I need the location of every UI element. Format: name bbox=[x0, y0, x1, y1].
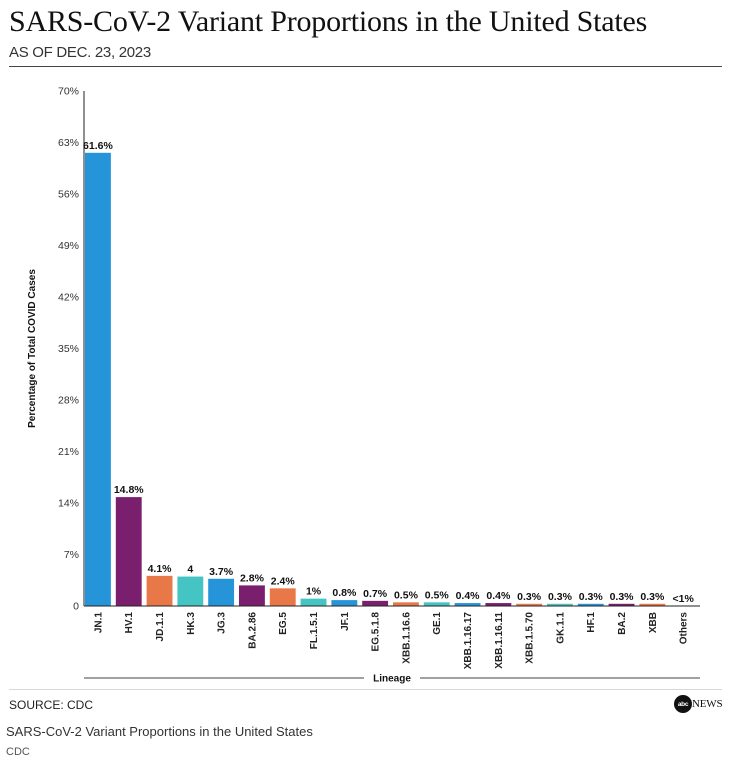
footer-divider bbox=[9, 689, 722, 690]
y-tick-label: 70% bbox=[58, 86, 79, 98]
news-wordmark: NEWS bbox=[692, 698, 723, 710]
bar-gk-1-1 bbox=[547, 603, 573, 606]
x-tick-label: HV.1 bbox=[124, 612, 135, 634]
bar-data-label: 2.4% bbox=[271, 575, 296, 587]
y-tick-label: 0 bbox=[73, 601, 79, 613]
x-tick-label: JN.1 bbox=[93, 612, 104, 634]
x-tick-label: XBB.1.16.6 bbox=[401, 612, 412, 664]
abc-news-logo: abc NEWS bbox=[674, 694, 723, 714]
bar-data-label: 14.8% bbox=[114, 484, 144, 496]
bar-xbb-1-16-17 bbox=[454, 603, 481, 606]
chart-subtitle: AS OF DEC. 23, 2023 bbox=[9, 44, 151, 61]
bar-chart: 0 7% 14% 21% 28% 35% 42% 49% 56% 63% 70% Percentage… bbox=[27, 86, 700, 685]
bar-data-label: 0.5% bbox=[394, 589, 419, 601]
x-tick-label: JG.3 bbox=[217, 612, 228, 634]
x-tick-label: GK.1.1 bbox=[555, 612, 566, 644]
image-caption: SARS-CoV-2 Variant Proportions in the Un… bbox=[6, 724, 313, 739]
bar-data-label: 3.7% bbox=[209, 566, 234, 578]
bar-data-label: 0.3% bbox=[517, 591, 542, 603]
chart-title: SARS-CoV-2 Variant Proportions in the Un… bbox=[9, 5, 648, 38]
bar-ba-2-86 bbox=[239, 585, 265, 606]
bar-ba-2 bbox=[608, 603, 635, 606]
bar-jf-1 bbox=[331, 600, 358, 606]
bar-fl-1-5-1 bbox=[300, 598, 327, 606]
bar-xbb-1-16-6 bbox=[393, 602, 419, 606]
bar-data-label: 0.3% bbox=[640, 591, 665, 603]
y-tick-label: 49% bbox=[58, 240, 79, 252]
x-tick-label: HK.3 bbox=[186, 612, 197, 635]
bar-xbb bbox=[639, 603, 666, 606]
bar-jg-3 bbox=[208, 578, 235, 606]
x-tick-label: HF.1 bbox=[586, 612, 597, 633]
bar-hv-1 bbox=[115, 497, 142, 606]
bar-data-label: 0.7% bbox=[363, 588, 388, 600]
x-tick-label: BA.2.86 bbox=[247, 612, 258, 649]
bar-data-label: 1% bbox=[306, 586, 322, 598]
y-tick-label: 56% bbox=[58, 189, 79, 201]
bar-data-label: 0.3% bbox=[579, 591, 604, 603]
bar-xbb-1-5-70 bbox=[516, 603, 543, 606]
bar-eg-5-1-8 bbox=[362, 600, 389, 606]
x-tick-label: XBB.1.16.11 bbox=[494, 612, 505, 669]
x-tick-label: XBB.1.5.70 bbox=[525, 612, 536, 664]
y-tick-label: 21% bbox=[58, 446, 79, 458]
header-divider bbox=[9, 66, 722, 67]
x-tick-label: XBB bbox=[648, 612, 659, 633]
y-tick-label: 28% bbox=[58, 395, 79, 407]
y-tick-label: 7% bbox=[64, 549, 79, 561]
abc-logo-icon: abc bbox=[674, 695, 692, 713]
bar-data-label: 0.3% bbox=[548, 591, 573, 603]
bar-data-label: 0.3% bbox=[610, 591, 635, 603]
bar-data-label: <1% bbox=[672, 593, 694, 605]
x-tick-label: EG.5.1.8 bbox=[371, 612, 382, 652]
x-tick-label: EG.5 bbox=[278, 612, 289, 635]
y-tick-label: 63% bbox=[58, 137, 79, 149]
bar-data-label: 0.4% bbox=[486, 590, 511, 602]
x-tick-label: BA.2 bbox=[617, 612, 628, 635]
bar-jn-1 bbox=[85, 152, 111, 607]
bar-xbb-1-16-11 bbox=[485, 603, 512, 606]
x-tick-label: JD.1.1 bbox=[155, 612, 166, 642]
bar-data-label: 2.8% bbox=[240, 572, 265, 584]
y-tick-label: 42% bbox=[58, 292, 79, 304]
bar-data-label: 0.5% bbox=[425, 589, 450, 601]
x-axis-label: Lineage bbox=[373, 674, 411, 685]
x-tick-label: XBB.1.16.17 bbox=[463, 612, 474, 670]
image-credit: CDC bbox=[6, 746, 30, 758]
bar-ge-1 bbox=[423, 602, 450, 606]
y-axis-label: Percentage of Total COVID Cases bbox=[27, 269, 38, 428]
bar-data-label: 4 bbox=[187, 564, 193, 576]
bar-eg-5 bbox=[269, 588, 296, 606]
x-tick-label: Others bbox=[679, 612, 690, 645]
source-note: SOURCE: CDC bbox=[9, 698, 94, 712]
y-tick-label: 14% bbox=[58, 498, 79, 510]
bar-hf-1 bbox=[577, 603, 604, 606]
bar-data-label: 0.4% bbox=[456, 590, 481, 602]
bar-hk-3 bbox=[177, 576, 204, 606]
bar-data-label: 61.6% bbox=[83, 140, 113, 152]
bar-data-label: 0.8% bbox=[332, 587, 357, 599]
y-tick-label: 35% bbox=[58, 343, 79, 355]
x-tick-label: GE.1 bbox=[432, 612, 443, 635]
bar-jd-1-1 bbox=[146, 575, 173, 606]
x-tick-label: JF.1 bbox=[340, 612, 351, 631]
x-tick-label: FL.1.5.1 bbox=[309, 612, 320, 650]
bar-data-label: 4.1% bbox=[148, 563, 173, 575]
